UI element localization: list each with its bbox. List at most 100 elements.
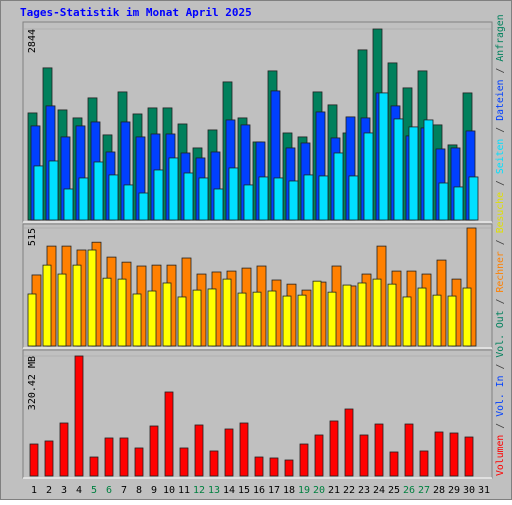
x-tick-label: 6 <box>106 485 112 496</box>
x-tick-label: 9 <box>151 485 157 496</box>
x-tick-label: 26 <box>403 485 415 496</box>
bar <box>299 443 309 477</box>
x-tick-label: 3 <box>61 485 67 496</box>
bar <box>237 292 247 347</box>
x-tick-label: 8 <box>136 485 142 496</box>
bar <box>314 434 324 477</box>
bar <box>329 420 339 477</box>
bar <box>168 157 179 221</box>
bar <box>327 291 337 347</box>
bar <box>447 295 457 347</box>
bar <box>164 391 174 477</box>
chart-title: Tages-Statistik im Monat April 2025 <box>20 6 252 19</box>
bar <box>408 126 419 221</box>
x-tick-label: 22 <box>343 485 355 496</box>
bar <box>374 423 384 477</box>
bar <box>57 273 67 347</box>
x-tick-label: 30 <box>463 485 475 496</box>
bar <box>468 176 479 221</box>
x-tick-label: 21 <box>328 485 340 496</box>
legend-entry: Anfragen <box>495 14 506 61</box>
bar <box>93 161 104 221</box>
legend-entry: Volumen <box>495 435 506 476</box>
bar <box>254 456 264 477</box>
bar <box>207 288 217 347</box>
legend-separator: / <box>495 423 506 429</box>
bar <box>224 428 234 477</box>
x-tick-label: 29 <box>448 485 460 496</box>
x-tick-label: 20 <box>313 485 325 496</box>
x-tick-label: 16 <box>253 485 265 496</box>
legend-entry: Vol. In <box>495 375 506 416</box>
bar <box>177 296 187 347</box>
bar <box>74 355 84 477</box>
bar <box>123 184 134 221</box>
legend: Volumen / Vol. In / Vol. Out / Rechner / Besuche… <box>495 14 506 476</box>
bar <box>252 291 262 347</box>
x-tick-label: 7 <box>121 485 127 496</box>
bar <box>402 296 412 347</box>
bar <box>117 278 127 347</box>
bar <box>466 227 477 347</box>
bar <box>453 186 464 221</box>
x-tick-label: 2 <box>46 485 52 496</box>
legend-entry: Seiten <box>495 139 506 174</box>
bar <box>29 443 39 477</box>
bar <box>333 152 344 221</box>
bar <box>89 456 99 477</box>
bar <box>288 180 299 221</box>
bar <box>162 282 172 347</box>
x-tick-label: 15 <box>238 485 250 496</box>
x-tick-label: 14 <box>223 485 235 496</box>
bar <box>282 295 292 347</box>
bar <box>132 293 142 347</box>
bar <box>432 294 442 347</box>
bar <box>404 423 414 477</box>
bar <box>387 283 397 347</box>
bar <box>297 294 307 347</box>
x-tick-label: 4 <box>76 485 82 496</box>
x-tick-label: 23 <box>358 485 370 496</box>
bar <box>344 408 354 477</box>
legend-separator: / <box>495 364 506 370</box>
x-tick-label: 13 <box>208 485 220 496</box>
bar <box>348 175 359 221</box>
bar <box>419 450 429 477</box>
bar <box>179 447 189 477</box>
bar <box>303 174 314 221</box>
legend-separator: / <box>495 180 506 186</box>
legend-entry: Dateien <box>495 79 506 120</box>
x-tick-label: 24 <box>373 485 385 496</box>
x-tick-label: 12 <box>193 485 205 496</box>
x-tick-label: 18 <box>283 485 295 496</box>
bar <box>147 290 157 347</box>
bar <box>393 118 404 221</box>
legend-entry: Vol. Out <box>495 310 506 357</box>
bar <box>48 160 59 221</box>
bar <box>267 290 277 347</box>
bar <box>434 431 444 477</box>
bar <box>423 119 434 221</box>
x-tick-label: 11 <box>178 485 190 496</box>
bar <box>222 278 232 347</box>
bar <box>198 177 209 221</box>
bar <box>78 177 89 221</box>
bar <box>389 451 399 477</box>
bar <box>342 284 352 347</box>
bar <box>63 188 74 221</box>
bar <box>273 177 284 221</box>
bar <box>318 175 329 221</box>
bar <box>269 457 279 477</box>
bar <box>153 169 164 221</box>
bar <box>438 182 449 221</box>
bar <box>228 167 239 221</box>
bar <box>42 264 52 347</box>
bar <box>134 447 144 477</box>
x-tick-label: 25 <box>388 485 400 496</box>
legend-entry: Besuche <box>495 192 506 233</box>
bar <box>72 264 82 347</box>
x-tick-label: 17 <box>268 485 280 496</box>
legend-separator: / <box>495 298 506 304</box>
bar <box>183 172 194 221</box>
